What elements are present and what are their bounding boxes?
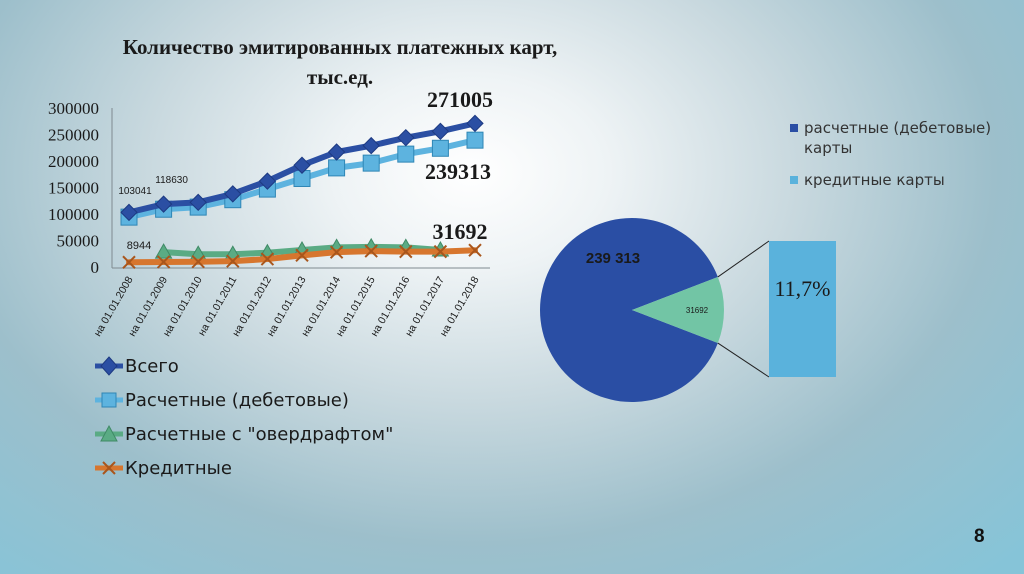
data-point-marker	[122, 255, 136, 269]
data-point-marker	[156, 255, 171, 269]
page-number: 8	[974, 526, 985, 547]
legend-label-overdraft: Расчетные с "овердрафтом"	[125, 424, 394, 445]
legend-marker-triangle-icon	[95, 424, 123, 442]
data-point-marker	[327, 143, 346, 161]
data-point-marker	[295, 248, 309, 263]
legend-label-total: Всего	[125, 356, 179, 377]
pie-legend-swatch-icon	[790, 176, 798, 184]
data-point-marker-stroke	[329, 245, 344, 259]
data-label: 103041	[118, 186, 152, 197]
y-tick-label: 250000	[48, 126, 99, 145]
pie-legend-swatch-icon	[790, 124, 798, 132]
value-annotation: 239313	[425, 159, 491, 184]
pie-legend-item-debit: расчетные (дебетовые) карты	[790, 118, 1010, 158]
data-point-marker	[362, 136, 380, 155]
data-point-marker	[399, 244, 413, 259]
data-point-marker	[120, 203, 138, 222]
pie-legend-label-debit: расчетные (дебетовые) карты	[804, 119, 992, 157]
data-label: 8944	[127, 240, 151, 252]
data-point-marker-stroke	[364, 244, 378, 258]
legend-marker-x-icon	[95, 461, 123, 475]
data-point-marker	[191, 254, 205, 269]
value-annotation: 271005	[427, 87, 493, 112]
data-point-marker	[226, 254, 240, 268]
data-point-marker	[329, 245, 344, 259]
data-point-marker-stroke	[156, 255, 171, 269]
data-point-marker-stroke	[295, 248, 309, 263]
series-0	[120, 114, 484, 222]
pie-slice-credit	[632, 276, 724, 344]
data-point-marker	[258, 172, 277, 190]
data-point-marker	[224, 185, 242, 203]
callout-line	[717, 240, 770, 278]
y-tick-label: 300000	[48, 99, 99, 118]
data-point-marker	[433, 244, 448, 259]
pie-slice-debit	[540, 218, 718, 402]
data-point-marker	[466, 131, 484, 149]
data-point-marker-stroke	[122, 255, 136, 269]
data-point-marker	[466, 114, 484, 133]
legend-label-credit: Кредитные	[125, 458, 232, 479]
data-point-marker	[364, 244, 378, 258]
pie-chart-legend: расчетные (дебетовые) карты кредитные ка…	[790, 118, 1010, 202]
pie-slice-label-credit: 31692	[686, 306, 709, 315]
y-tick-label: 150000	[48, 179, 99, 198]
legend-label-debit: Расчетные (дебетовые)	[125, 390, 349, 411]
data-point-marker	[154, 243, 173, 259]
data-point-marker-stroke	[260, 252, 275, 266]
data-point-marker	[468, 243, 482, 257]
data-point-marker-stroke	[226, 254, 240, 268]
pie-slice-label-debit: 239 313	[586, 250, 640, 267]
data-point-marker-stroke	[191, 254, 205, 269]
data-point-marker	[328, 159, 346, 177]
series-3	[122, 243, 482, 269]
data-point-marker	[431, 139, 449, 157]
pie-legend-label-credit: кредитные карты	[804, 171, 945, 189]
value-annotation: 31692	[433, 219, 488, 244]
callout-percent-label: 11,7%	[774, 276, 830, 301]
data-label: 118630	[155, 175, 188, 186]
data-point-marker	[293, 156, 311, 174]
y-tick-label: 100000	[48, 205, 99, 224]
data-point-marker	[397, 145, 415, 163]
legend-marker-diamond-icon	[95, 356, 123, 376]
callout-bar	[769, 241, 836, 377]
data-point-marker	[431, 122, 450, 141]
y-tick-label: 50000	[57, 232, 100, 251]
pie-legend-item-credit: кредитные карты	[790, 170, 1010, 190]
legend-marker-square-icon	[95, 392, 123, 408]
data-point-marker-stroke	[468, 243, 482, 257]
y-tick-label: 200000	[48, 152, 99, 171]
data-point-marker	[154, 195, 173, 213]
y-tick-label: 0	[91, 258, 100, 277]
data-point-marker	[260, 252, 275, 266]
line-chart-series	[120, 114, 484, 269]
data-point-marker	[189, 193, 207, 212]
callout-line	[717, 342, 770, 378]
chart-title: Количество эмитированных платежных карт,…	[122, 35, 558, 89]
pie-chart: 11,7% 239 313 31692	[540, 218, 836, 402]
data-point-marker	[362, 154, 380, 172]
data-point-marker-stroke	[399, 244, 413, 259]
data-point-marker	[397, 128, 415, 147]
data-point-marker-stroke	[433, 244, 448, 259]
